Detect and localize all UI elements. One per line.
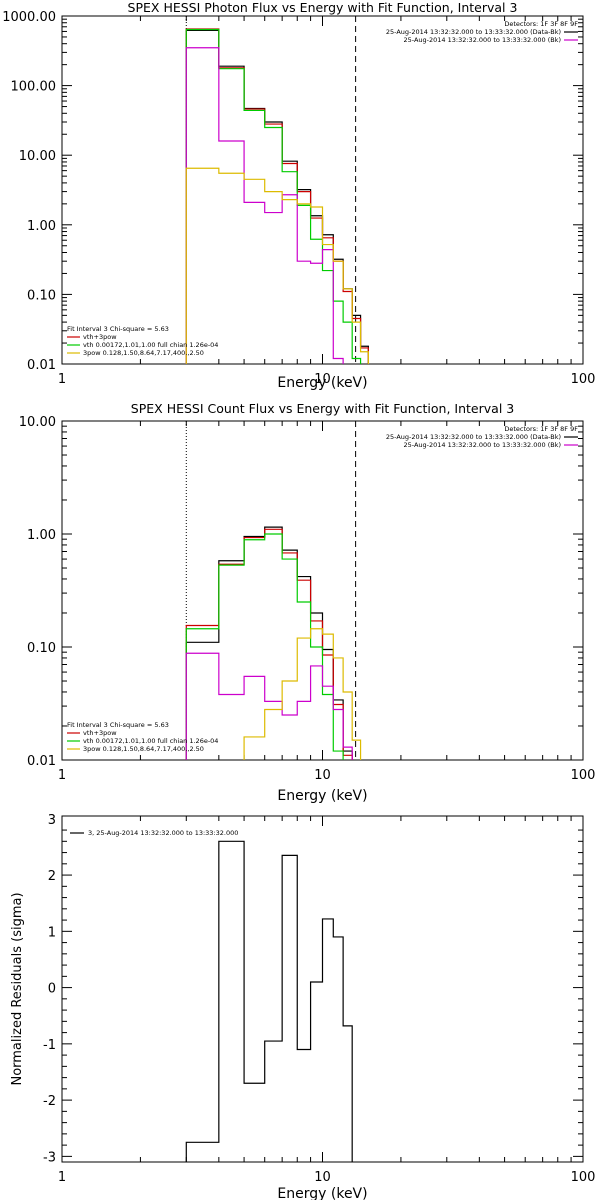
series-histogram-3 bbox=[185, 533, 353, 760]
chart-panel-2: SPEX HESSI Count Flux vs Energy with Fit… bbox=[19, 401, 596, 804]
chart-panel-1: SPEX HESSI Photon Flux vs Energy with Fi… bbox=[2, 0, 595, 391]
chart-title: SPEX HESSI Photon Flux vs Energy with Fi… bbox=[128, 0, 518, 15]
y-axis-label: Normalized Residuals (sigma) bbox=[10, 892, 25, 1085]
fit-legend-entry: vth+3pow bbox=[83, 729, 117, 737]
series-histogram-5 bbox=[185, 628, 369, 760]
series-histogram-1 bbox=[185, 526, 353, 760]
y-tick-label: 1.00 bbox=[27, 528, 56, 543]
y-tick-label: 1000.00 bbox=[2, 10, 56, 25]
series-histogram-1 bbox=[185, 29, 369, 364]
y-tick-label: 0.10 bbox=[27, 641, 56, 656]
x-tick-label: 100 bbox=[571, 768, 596, 783]
series-histogram-5 bbox=[185, 167, 396, 364]
y-tick-label: -3 bbox=[43, 1150, 56, 1165]
y-tick-label: -1 bbox=[43, 1038, 56, 1053]
x-tick-label: 10 bbox=[314, 768, 331, 783]
series-histogram-4 bbox=[185, 652, 353, 760]
x-axis-label: Energy (keV) bbox=[277, 788, 367, 804]
x-axis-label: Energy (keV) bbox=[277, 375, 367, 391]
info-line: 25-Aug-2014 13:32:32.000 to 13:33:32.000… bbox=[404, 36, 561, 44]
fit-legend-entry: vth 0.00172,1.01,1.00 full chian 1.26e-0… bbox=[83, 341, 218, 349]
info-line: 25-Aug-2014 13:32:32.000 to 13:33:32.000… bbox=[404, 441, 561, 449]
series-histogram-3 bbox=[185, 28, 369, 364]
x-tick-label: 1 bbox=[58, 372, 66, 387]
fit-legend-title: Fit Interval 3 Chi-square = 5.63 bbox=[67, 721, 169, 729]
info-line: Detectors: 1F 3F 8F 9F bbox=[504, 425, 578, 433]
legend-entry: 3, 25-Aug-2014 13:32:32.000 to 13:33:32.… bbox=[88, 829, 238, 837]
plot-frame bbox=[61, 420, 584, 761]
y-tick-label: 0.01 bbox=[27, 358, 56, 373]
chart-title: SPEX HESSI Count Flux vs Energy with Fit… bbox=[131, 401, 514, 416]
x-tick-label: 100 bbox=[571, 372, 596, 387]
series-histogram-4 bbox=[185, 47, 369, 364]
series-histogram-2 bbox=[185, 528, 353, 760]
x-tick-label: 10 bbox=[314, 1170, 331, 1185]
info-line: Detectors: 1F 3F 8F 9F bbox=[504, 20, 578, 28]
info-line: 25-Aug-2014 13:32:32.000 to 13:33:32.000… bbox=[386, 28, 561, 36]
y-tick-label: 10.00 bbox=[19, 415, 56, 430]
plot-frame bbox=[61, 15, 584, 365]
y-tick-label: 0.10 bbox=[27, 288, 56, 303]
fit-legend-entry: vth 0.00172,1.01,1.00 full chian 1.26e-0… bbox=[83, 737, 218, 745]
x-tick-label: 10 bbox=[314, 372, 331, 387]
y-tick-label: 1.00 bbox=[27, 219, 56, 234]
x-tick-label: 1 bbox=[58, 768, 66, 783]
info-line: 25-Aug-2014 13:32:32.000 to 13:33:32.000… bbox=[386, 433, 561, 441]
x-axis-label: Energy (keV) bbox=[277, 1186, 367, 1200]
series-histogram-2 bbox=[185, 28, 369, 364]
fit-legend-entry: 3pow 0.128,1.50,8.64,7.17,400.,2.50 bbox=[83, 745, 204, 753]
x-tick-label: 1 bbox=[58, 1170, 66, 1185]
x-tick-label: 100 bbox=[571, 1170, 596, 1185]
y-tick-label: 0 bbox=[48, 982, 56, 997]
y-tick-label: 3 bbox=[48, 813, 56, 828]
y-tick-label: 1 bbox=[48, 925, 56, 940]
series-histogram-1 bbox=[185, 840, 362, 1162]
fit-legend-entry: vth+3pow bbox=[83, 333, 117, 341]
y-tick-label: 0.01 bbox=[27, 754, 56, 769]
y-tick-label: 10.00 bbox=[19, 149, 56, 164]
y-tick-label: -2 bbox=[43, 1094, 56, 1109]
y-tick-label: 2 bbox=[48, 869, 56, 884]
fit-legend-entry: 3pow 0.128,1.50,8.64,7.17,400.,2.50 bbox=[83, 349, 204, 357]
chart-panel-3: 1 10 100 Energy (keV) -3 -2 -1 0 1 2 3 Normalized R… bbox=[10, 813, 595, 1200]
fit-legend-title: Fit Interval 3 Chi-square = 5.63 bbox=[67, 325, 169, 333]
y-tick-label: 100.00 bbox=[11, 80, 57, 95]
plot-frame bbox=[61, 815, 584, 1163]
